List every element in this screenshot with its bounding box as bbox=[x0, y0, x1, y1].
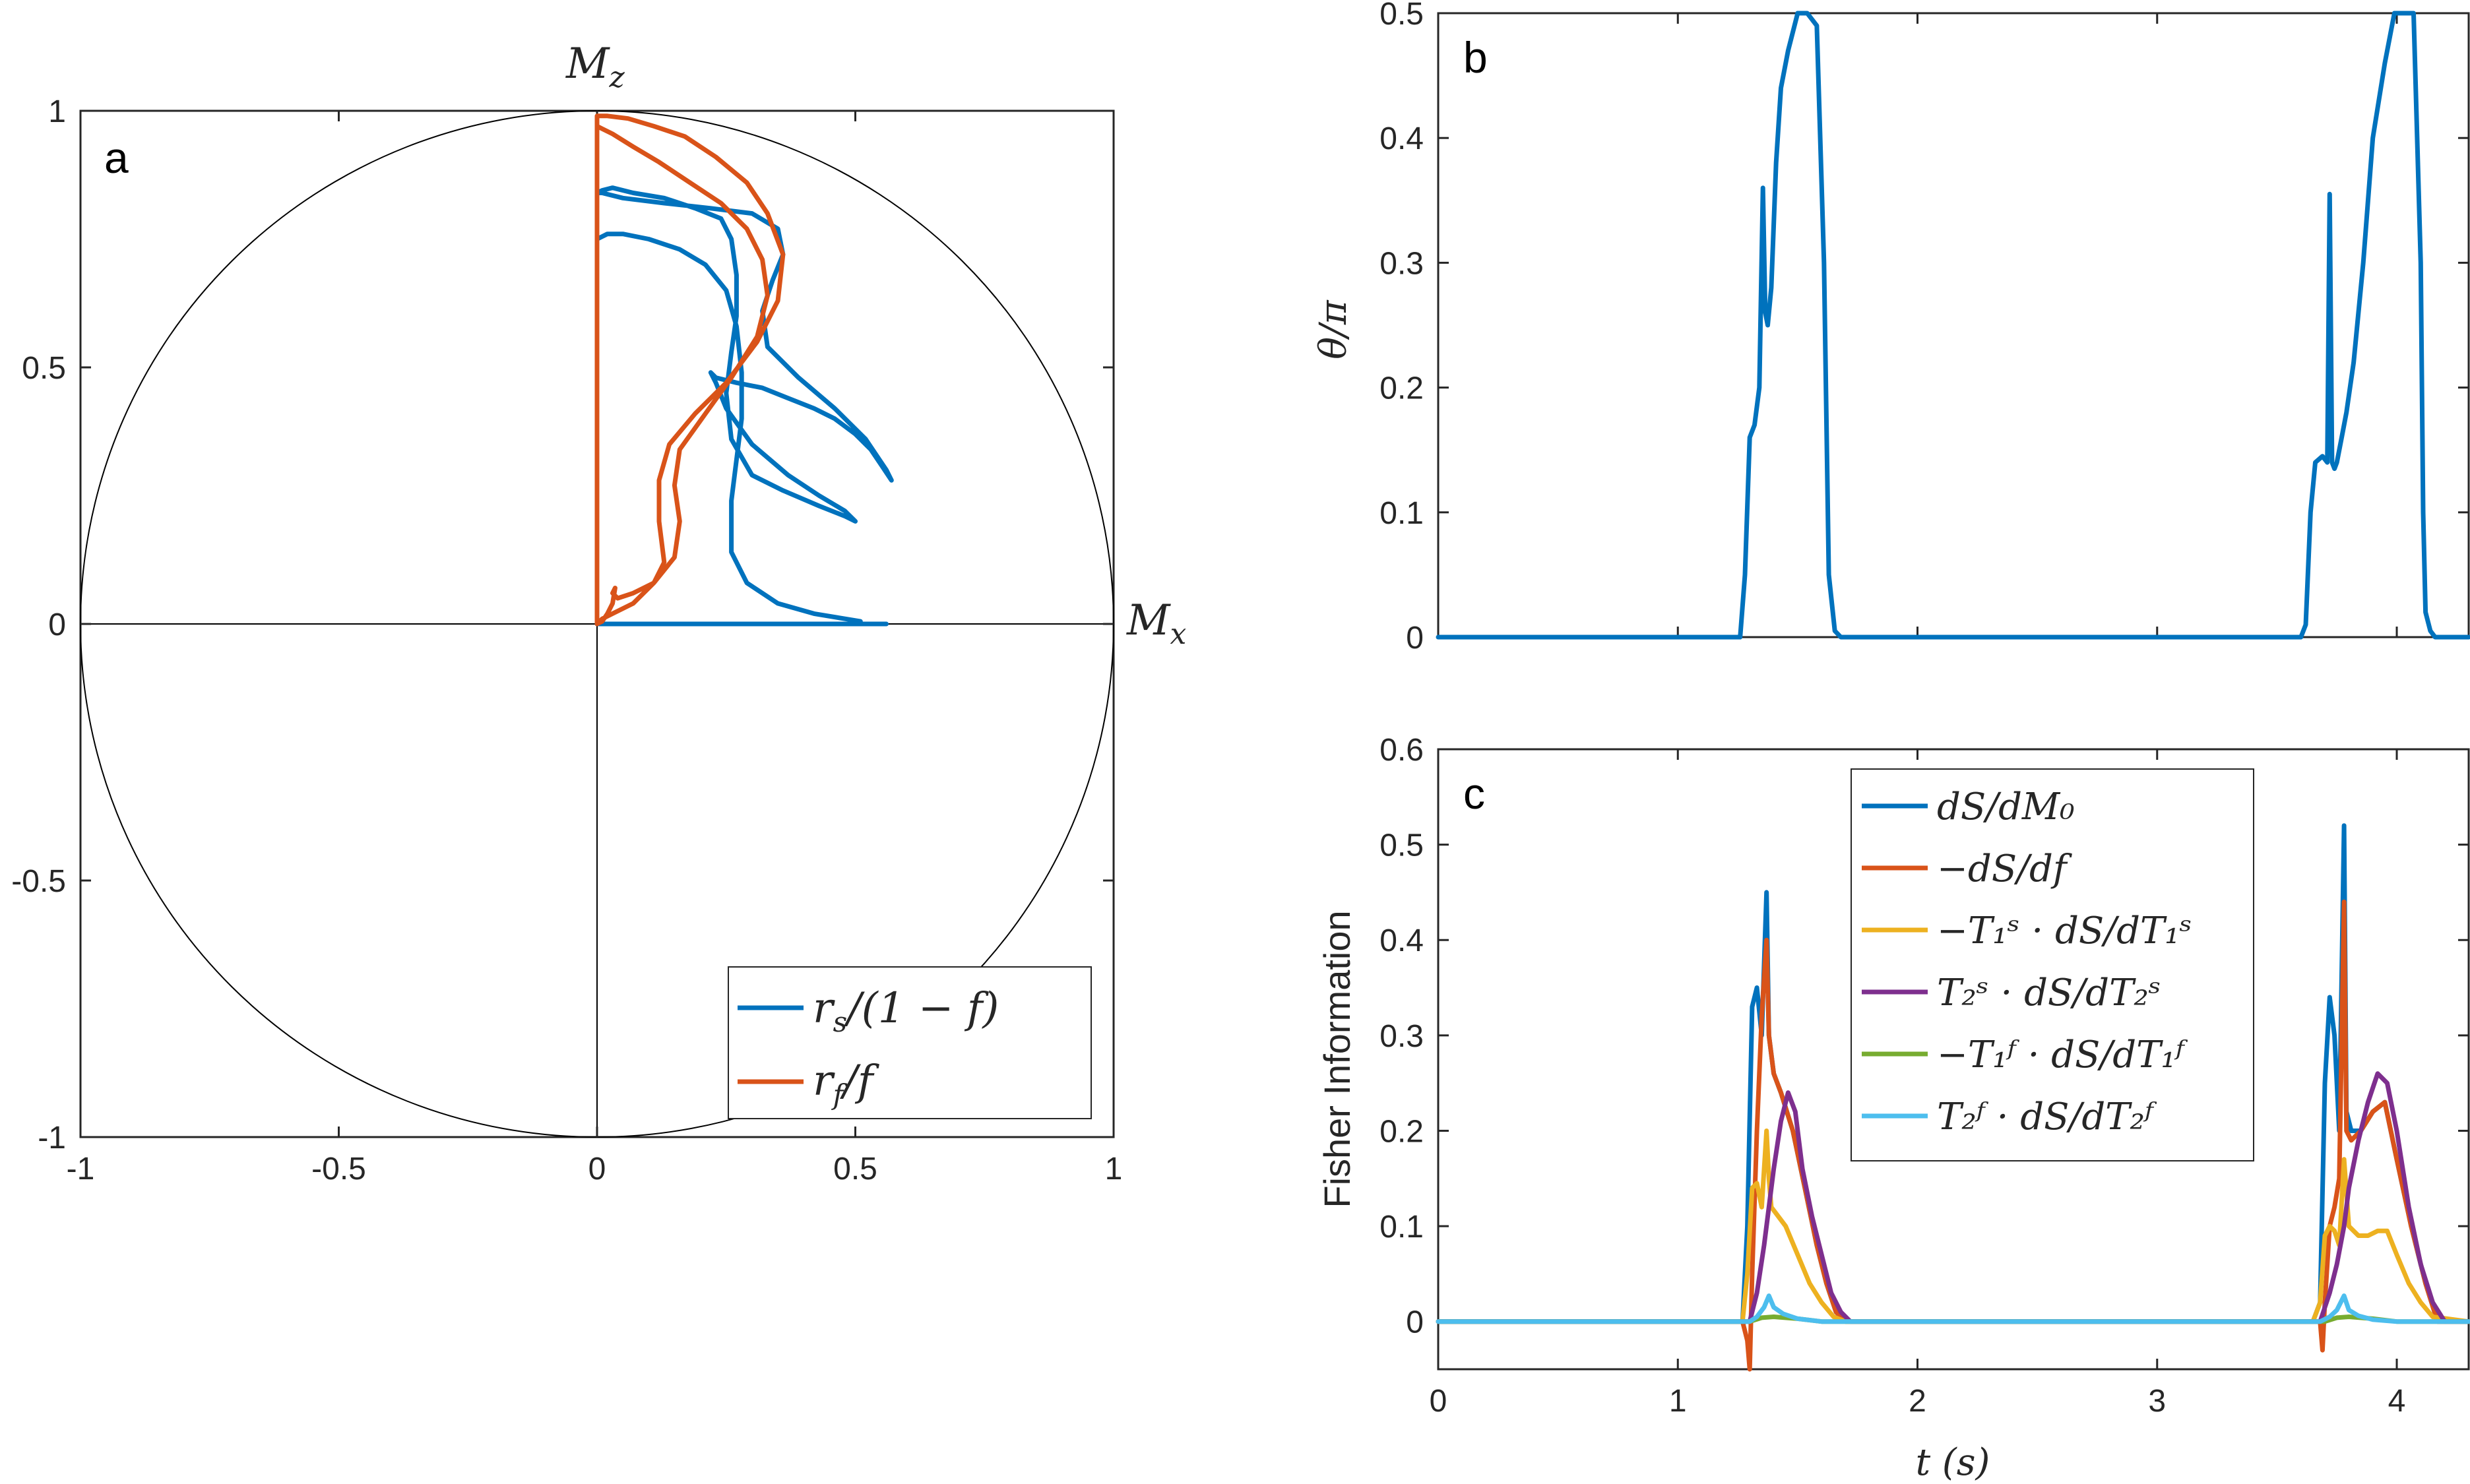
y-tick-label: 0 bbox=[1406, 621, 1424, 656]
series-line-a-0 bbox=[594, 185, 894, 627]
panel-c-frame bbox=[1437, 748, 2470, 1371]
panel-c-ticks: 0 0.1 0.2 0.3 0.4 0.5 0.6 0 1 2 3 4 bbox=[1379, 733, 2469, 1419]
panel-c-lines bbox=[1436, 823, 2470, 1372]
legend-c-label: −dS/df bbox=[1937, 848, 2073, 890]
panel-c: 0 0.1 0.2 0.3 0.4 0.5 0.6 0 1 2 3 4 c Fisher Inform… bbox=[1316, 733, 2470, 1484]
mx-main: M bbox=[1126, 596, 1171, 645]
panel-c-label: c bbox=[1463, 769, 1485, 818]
mx-sub: x bbox=[1170, 617, 1187, 651]
y-tick-label: 1 bbox=[48, 94, 66, 129]
y-tick-label: 0 bbox=[1406, 1305, 1424, 1340]
y-tick-label: 0.2 bbox=[1379, 1114, 1424, 1149]
y-tick-label: 0 bbox=[48, 607, 66, 642]
y-tick-label: 0.5 bbox=[1379, 828, 1424, 863]
y-tick-label: 0.3 bbox=[1379, 1019, 1424, 1054]
time-axis-label: t (s) bbox=[1916, 1441, 1990, 1484]
y-tick-label: 0.5 bbox=[1379, 0, 1424, 32]
x-tick-label: 4 bbox=[2388, 1384, 2406, 1419]
legend-c-label: T₂ˢ · dS/dT₂ˢ bbox=[1937, 972, 2161, 1014]
legend-c-label: −T₁ˢ · dS/dT₁ˢ bbox=[1937, 910, 2192, 952]
mz-sub: z bbox=[609, 61, 625, 94]
x-tick-label: -1 bbox=[67, 1152, 95, 1187]
panel-a-lines bbox=[594, 113, 894, 627]
panel-b-frame bbox=[1437, 12, 2470, 638]
legend-a-rf: rf/f bbox=[813, 1057, 880, 1111]
y-tick-label: 0.4 bbox=[1379, 923, 1424, 958]
x-tick-label: 2 bbox=[1909, 1384, 1926, 1419]
y-tick-label: 0.5 bbox=[22, 351, 66, 386]
mz-main: M bbox=[565, 40, 610, 88]
panel-c-legend: dS/dM₀ −dS/df −T₁ˢ · dS/dT₁ˢ T₂ˢ · dS/dT₂ˢ −… bbox=[1851, 768, 2254, 1161]
y-tick-label: 0.1 bbox=[1379, 1210, 1424, 1245]
panel-a-ticks: -1 -0.5 0 0.5 1 -1 -0.5 0 0.5 1 bbox=[11, 94, 1122, 1187]
y-tick-label: -1 bbox=[38, 1121, 66, 1156]
y-tick-label: 0.2 bbox=[1379, 371, 1424, 406]
panel-a-label: a bbox=[104, 133, 129, 182]
series-line-c-5 bbox=[1436, 1293, 2470, 1324]
x-tick-label: 0.5 bbox=[833, 1152, 877, 1187]
legend-c-items: dS/dM₀ −dS/df −T₁ˢ · dS/dT₁ˢ T₂ˢ · dS/dT₂ˢ −… bbox=[1862, 786, 2192, 1138]
legend-c-label: −T₁ᶠ · dS/dT₁ᶠ bbox=[1937, 1034, 2188, 1076]
legend-c-box bbox=[1851, 768, 2254, 1161]
x-tick-label: 0 bbox=[1430, 1384, 1447, 1419]
panel-b: 0 0.1 0.2 0.3 0.4 0.5 b θ/π bbox=[1312, 0, 2470, 656]
mz-axis-label: Mz bbox=[565, 40, 625, 94]
x-tick-label: 0 bbox=[588, 1152, 606, 1187]
legend-a-rs-rest: /(1 − f) bbox=[843, 984, 999, 1033]
y-tick-label: 0.4 bbox=[1379, 121, 1424, 156]
legend-a-rs-main: r bbox=[813, 984, 835, 1033]
x-tick-label: 1 bbox=[1669, 1384, 1687, 1419]
panel-b-label: b bbox=[1463, 33, 1488, 82]
legend-a-rf-main: r bbox=[813, 1057, 835, 1105]
panel-a-legend: rs/(1 − f) rf/f bbox=[728, 966, 1092, 1119]
x-tick-label: 1 bbox=[1105, 1152, 1123, 1187]
series-line-b-0 bbox=[1436, 11, 2470, 640]
fisher-axis-label: Fisher Information bbox=[1316, 910, 1358, 1208]
legend-a-rs-sub: s bbox=[833, 1006, 848, 1038]
series-line-a-1 bbox=[594, 113, 786, 627]
mx-axis-label: Mx bbox=[1126, 596, 1187, 651]
y-tick-label: 0.1 bbox=[1379, 496, 1424, 531]
y-tick-label: 0.6 bbox=[1379, 733, 1424, 768]
y-tick-label: 0.3 bbox=[1379, 246, 1424, 281]
legend-c-label: T₂ᶠ · dS/dT₂ᶠ bbox=[1937, 1096, 2157, 1138]
legend-c-label: dS/dM₀ bbox=[1937, 786, 2075, 828]
panel-b-lines bbox=[1436, 11, 2470, 640]
legend-a-rs: rs/(1 − f) bbox=[813, 984, 999, 1038]
panel-b-ticks: 0 0.1 0.2 0.3 0.4 0.5 bbox=[1379, 0, 2469, 656]
x-tick-label: -0.5 bbox=[311, 1152, 366, 1187]
y-tick-label: -0.5 bbox=[11, 864, 66, 899]
panel-a: -1 -0.5 0 0.5 1 -1 -0.5 0 0.5 1 a Mz Mx rs/(1 − f… bbox=[11, 40, 1186, 1187]
x-tick-label: 3 bbox=[2148, 1384, 2166, 1419]
theta-axis-label: θ/π bbox=[1312, 299, 1355, 359]
legend-a-box bbox=[728, 966, 1092, 1119]
